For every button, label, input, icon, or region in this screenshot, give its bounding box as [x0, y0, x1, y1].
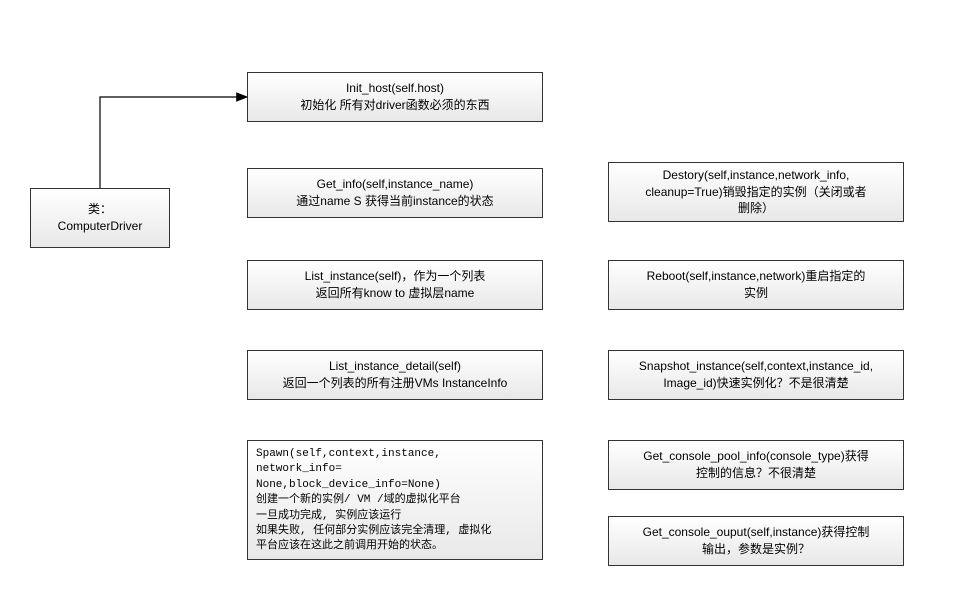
- node-spawn-line: None,block_device_info=None): [256, 478, 441, 493]
- node-console_output-line: 输出，参数是实例？: [702, 541, 810, 558]
- node-list_instance-line: List_instance(self)，作为一个列表: [305, 268, 486, 285]
- node-list_instance_detail: List_instance_detail(self)返回一个列表的所有注册VMs…: [247, 350, 543, 400]
- node-get_info-line: Get_info(self,instance_name): [317, 176, 474, 193]
- edge-root-to-init: [100, 97, 247, 188]
- node-spawn-line: 如果失败, 任何部分实例应该完全清理, 虚拟化: [256, 524, 491, 539]
- node-snapshot-line: Snapshot_instance(self,context,instance_…: [639, 358, 873, 375]
- node-reboot-line: Reboot(self,instance,network)重启指定的: [647, 268, 866, 285]
- node-console_output-line: Get_console_ouput(self,instance)获得控制: [643, 524, 870, 541]
- node-console_pool: Get_console_pool_info(console_type)获得控制的…: [608, 440, 904, 490]
- node-init_host: Init_host(self.host)初始化 所有对driver函数必须的东西: [247, 72, 543, 122]
- node-reboot-line: 实例: [744, 285, 768, 302]
- node-snapshot: Snapshot_instance(self,context,instance_…: [608, 350, 904, 400]
- node-root: 类：ComputerDriver: [30, 188, 170, 248]
- node-get_info: Get_info(self,instance_name)通过name S 获得当…: [247, 168, 543, 218]
- node-spawn-line: 创建一个新的实例/ VM /域的虚拟化平台: [256, 493, 461, 508]
- node-list_instance_detail-line: List_instance_detail(self): [329, 358, 461, 375]
- node-get_info-line: 通过name S 获得当前instance的状态: [296, 193, 493, 210]
- node-init_host-line: Init_host(self.host): [346, 80, 444, 97]
- node-destory-line: Destory(self,instance,network_info,: [663, 167, 850, 184]
- node-root-line: ComputerDriver: [58, 218, 143, 235]
- node-destory: Destory(self,instance,network_info,clean…: [608, 162, 904, 222]
- node-spawn-line: 平台应该在这此之前调用开始的状态。: [256, 539, 443, 554]
- node-destory-line: cleanup=True)销毁指定的实例（关闭或者: [645, 184, 866, 201]
- node-console_output: Get_console_ouput(self,instance)获得控制输出，参…: [608, 516, 904, 566]
- node-console_pool-line: Get_console_pool_info(console_type)获得: [643, 448, 868, 465]
- node-spawn: Spawn(self,context,instance,network_info…: [247, 440, 543, 560]
- node-list_instance_detail-line: 返回一个列表的所有注册VMs InstanceInfo: [283, 375, 508, 392]
- node-list_instance: List_instance(self)，作为一个列表返回所有know to 虚拟…: [247, 260, 543, 310]
- node-destory-line: 删除）: [738, 200, 774, 217]
- node-spawn-line: network_info=: [256, 462, 342, 477]
- node-snapshot-line: Image_id)快速实例化？不是很清楚: [663, 375, 848, 392]
- node-spawn-line: Spawn(self,context,instance,: [256, 447, 441, 462]
- node-console_pool-line: 控制的信息？不很清楚: [696, 465, 816, 482]
- node-root-line: 类：: [88, 201, 112, 218]
- node-reboot: Reboot(self,instance,network)重启指定的实例: [608, 260, 904, 310]
- node-init_host-line: 初始化 所有对driver函数必须的东西: [300, 97, 489, 114]
- node-spawn-line: 一旦成功完成, 实例应该运行: [256, 509, 401, 524]
- node-list_instance-line: 返回所有know to 虚拟层name: [316, 285, 475, 302]
